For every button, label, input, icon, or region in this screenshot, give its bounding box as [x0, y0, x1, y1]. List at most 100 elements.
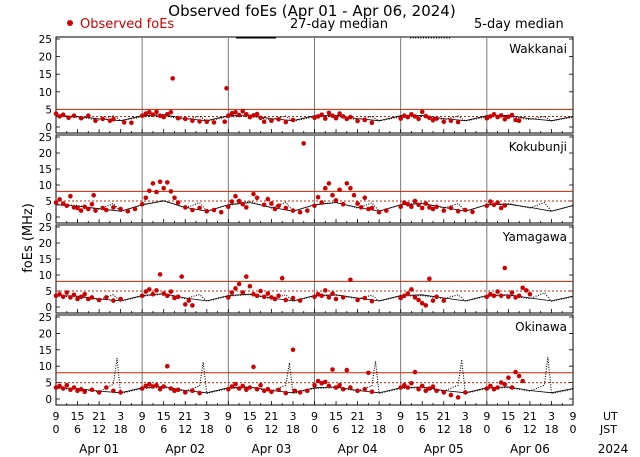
observed-point — [315, 378, 321, 384]
observed-point — [348, 277, 353, 283]
y-tick-label: 0 — [45, 122, 52, 134]
observed-point — [423, 113, 429, 119]
observed-point — [441, 119, 447, 124]
observed-point — [484, 386, 490, 391]
observed-point — [157, 386, 163, 392]
observed-point — [369, 205, 375, 211]
observed-point — [82, 204, 87, 210]
observed-point — [344, 116, 350, 122]
observed-point — [402, 293, 407, 299]
observed-point — [254, 195, 260, 201]
observed-point — [272, 296, 278, 302]
jst-tick-label: 12 — [264, 423, 278, 436]
observed-point — [315, 114, 321, 119]
observed-point — [233, 109, 238, 115]
observed-point — [229, 384, 235, 389]
observed-point — [91, 192, 96, 198]
observed-point — [369, 298, 375, 304]
observed-point — [333, 296, 339, 302]
observed-point — [312, 382, 317, 388]
y-tick-label: 20 — [39, 328, 52, 340]
observed-point — [434, 294, 439, 300]
jst-tick-label: 18 — [372, 423, 386, 436]
observed-point — [60, 201, 66, 206]
observed-point — [261, 119, 267, 124]
observed-point — [226, 386, 231, 392]
observed-point — [53, 293, 59, 299]
observed-point — [398, 385, 404, 390]
observed-point — [57, 197, 62, 202]
jst-tick-label: 6 — [160, 423, 167, 436]
observed-point — [247, 283, 253, 289]
observed-point — [258, 115, 263, 121]
observed-point — [290, 117, 296, 123]
observed-point — [326, 181, 332, 186]
ut-tick-label: 9 — [225, 410, 232, 423]
observed-point — [78, 386, 84, 392]
observed-point — [333, 385, 339, 390]
observed-point — [197, 205, 202, 211]
observed-point — [211, 207, 217, 213]
observed-point — [416, 297, 421, 303]
observed-point — [175, 294, 181, 300]
observed-point — [337, 111, 342, 116]
observed-point — [484, 203, 490, 209]
observed-point — [416, 202, 421, 208]
observed-point — [125, 208, 131, 214]
observed-point — [509, 385, 515, 390]
observed-point — [183, 205, 188, 210]
observed-point — [455, 395, 461, 400]
observed-point — [290, 295, 296, 301]
observed-point — [254, 386, 260, 392]
observed-point — [513, 369, 518, 375]
jst-tick-label: 18 — [286, 423, 300, 436]
observed-point — [53, 200, 59, 205]
observed-point — [78, 208, 84, 213]
observed-point — [319, 112, 325, 117]
observed-point — [53, 111, 59, 116]
observed-point — [441, 208, 447, 213]
observed-point — [337, 187, 342, 193]
observed-point — [226, 204, 231, 210]
jst-tick-label: 18 — [544, 423, 558, 436]
observed-point — [412, 114, 418, 119]
observed-point — [165, 293, 170, 299]
observed-point — [244, 205, 249, 210]
observed-point — [509, 290, 515, 295]
observed-point — [427, 386, 432, 391]
observed-point — [111, 388, 116, 394]
y-tick-label: 15 — [39, 254, 52, 266]
ut-tick-label: 9 — [397, 410, 404, 423]
observed-point — [340, 201, 346, 207]
station-panel-wakkanai: 0 5 10 15 20 25 Wakkanai — [39, 34, 574, 134]
ut-tick-label: 21 — [178, 410, 192, 423]
ut-tick-label: 3 — [462, 410, 469, 423]
observed-point — [448, 118, 454, 123]
observed-point — [247, 385, 253, 390]
observed-point — [416, 386, 421, 392]
observed-point — [484, 294, 490, 300]
y-tick-label: 10 — [39, 87, 52, 99]
observed-point — [355, 388, 360, 394]
observed-point — [190, 303, 195, 308]
observed-point — [402, 200, 407, 205]
observed-point — [186, 298, 192, 303]
observed-point — [190, 207, 195, 213]
y-tick-label: 20 — [39, 238, 52, 250]
observed-point — [498, 293, 504, 299]
observed-point — [323, 379, 328, 385]
observed-point — [204, 119, 210, 124]
ut-tick-label: 21 — [351, 410, 365, 423]
observed-point — [150, 384, 156, 389]
observed-point — [441, 390, 447, 395]
observed-point — [484, 115, 490, 121]
observed-point — [423, 303, 429, 308]
observed-point — [233, 286, 238, 291]
observed-point — [498, 380, 504, 385]
ut-tick-label: 3 — [289, 410, 296, 423]
observed-point — [129, 120, 134, 126]
observed-point — [96, 297, 102, 303]
observed-point — [236, 386, 242, 391]
observed-point — [71, 385, 77, 390]
